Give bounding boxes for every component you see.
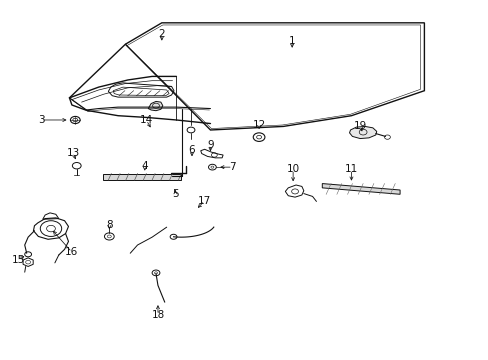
Text: 4: 4 <box>141 161 148 171</box>
Polygon shape <box>103 174 181 180</box>
Text: 3: 3 <box>38 115 44 125</box>
Text: 2: 2 <box>158 29 165 39</box>
Text: 7: 7 <box>229 162 236 172</box>
Text: 19: 19 <box>353 121 366 131</box>
Text: 11: 11 <box>344 164 357 174</box>
Text: 9: 9 <box>207 140 213 150</box>
Polygon shape <box>349 126 376 139</box>
Text: 5: 5 <box>172 189 179 199</box>
Text: 18: 18 <box>151 310 164 320</box>
Text: 12: 12 <box>252 120 265 130</box>
Text: 15: 15 <box>12 255 25 265</box>
Text: 10: 10 <box>286 164 299 174</box>
Text: 14: 14 <box>140 115 153 125</box>
Text: 13: 13 <box>66 148 80 158</box>
Text: 1: 1 <box>288 36 295 46</box>
Polygon shape <box>322 184 399 194</box>
Text: 8: 8 <box>106 220 112 230</box>
Text: 17: 17 <box>198 196 211 206</box>
Text: 6: 6 <box>188 145 195 155</box>
Polygon shape <box>148 102 163 111</box>
Text: 16: 16 <box>65 247 79 257</box>
